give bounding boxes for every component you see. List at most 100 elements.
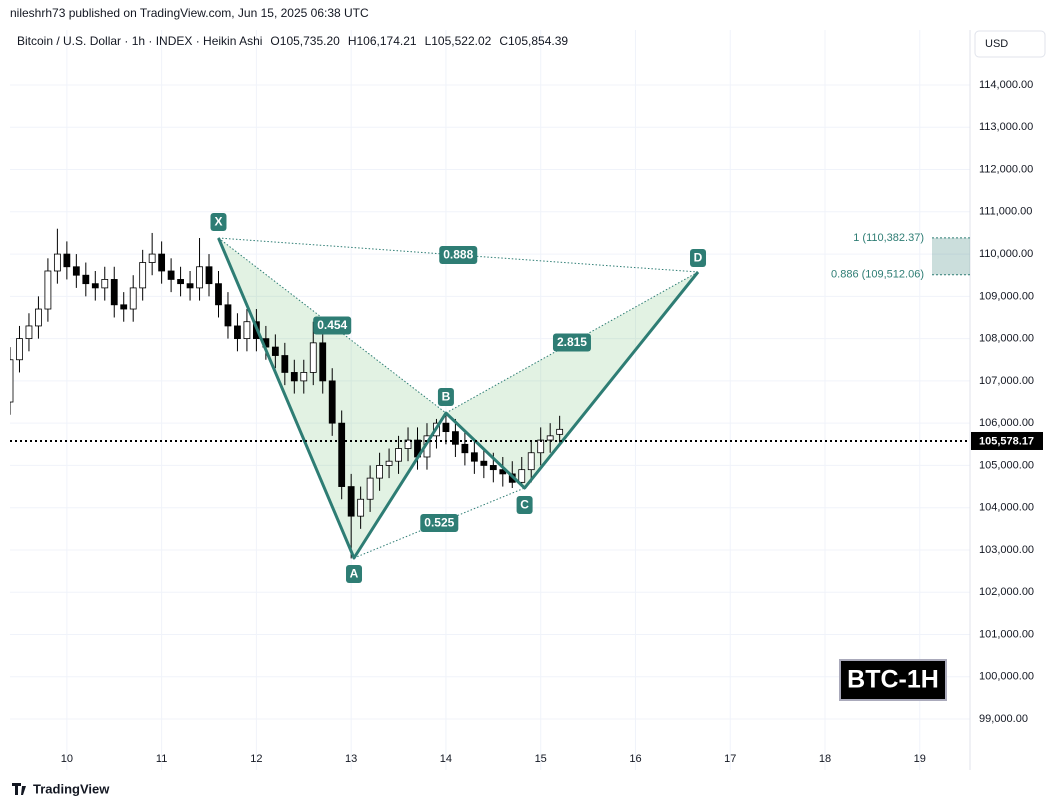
candle-body: [44, 270, 52, 310]
candle-body: [35, 308, 42, 327]
y-tick-label: 110,000.00: [979, 248, 1033, 260]
candle-body: [196, 266, 203, 289]
x-tick-label: 15: [535, 753, 547, 765]
x-tick-label: 16: [629, 753, 641, 765]
candle-body: [177, 279, 184, 285]
ratio-label-box: [439, 246, 478, 265]
candle-body: [101, 279, 109, 289]
point-label-box: [516, 496, 533, 515]
candle-body: [518, 469, 526, 483]
ohlc-key: C: [499, 34, 508, 48]
candle-body: [461, 443, 469, 454]
ratio-label-box: [420, 514, 459, 533]
point-label: D: [694, 251, 703, 265]
candle-body: [205, 266, 213, 285]
candle-body: [110, 279, 118, 306]
candle-body: [16, 338, 23, 361]
candle-body: [120, 304, 128, 310]
candle-body: [319, 342, 327, 382]
candle-body: [480, 460, 488, 466]
candle-body: [91, 283, 99, 289]
ohlc-legend: O 105,735.20 H 106,174.21 L 105,522.02 C 105,85…: [270, 34, 568, 48]
y-tick-label: 104,000.00: [979, 502, 1034, 514]
candle-body: [328, 380, 336, 424]
point-label-box: [346, 565, 363, 584]
candle-body: [489, 465, 497, 471]
published: nileshrh73 published on TradingView.com,…: [10, 6, 369, 20]
pattern-fill: [445, 272, 699, 489]
candle-body: [158, 253, 166, 272]
ratio-label-box: [313, 316, 352, 335]
candle-body: [357, 498, 365, 517]
candle-body: [442, 422, 450, 433]
ratio-label: 0.525: [424, 516, 454, 530]
y-tick-label: 99,000.00: [979, 713, 1028, 725]
candle-body: [452, 431, 459, 445]
candle-body: [139, 262, 147, 289]
candle-body: [300, 372, 308, 382]
candle-body: [215, 283, 222, 306]
y-tick-label: 114,000.00: [979, 79, 1033, 91]
candle-body: [82, 274, 90, 285]
point-label: B: [442, 390, 451, 404]
candle-body: [366, 477, 374, 500]
instrument: Bitcoin / U.S. Dollar · 1h · INDEX · Hei…: [17, 34, 262, 48]
pattern-legs: [217, 237, 700, 560]
candle-body: [338, 422, 346, 487]
y-tick-label: 107,000.00: [979, 375, 1034, 387]
x-tick-label: 12: [250, 753, 262, 765]
ratio-label: 2.815: [557, 335, 587, 349]
y-tick-label: 100,000.00: [979, 671, 1034, 683]
y-tick-label: 106,000.00: [979, 417, 1034, 429]
y-tick-label: 102,000.00: [979, 586, 1034, 598]
last-price-box: [971, 431, 1043, 450]
candle-body: [72, 266, 80, 276]
ratio-label-box: [552, 333, 591, 352]
ohlc-key: L: [425, 34, 432, 48]
y-tick-label: 101,000.00: [979, 628, 1034, 640]
candle-body: [527, 452, 535, 471]
candle-body: [224, 304, 232, 327]
candle-body: [234, 325, 241, 340]
candle-body: [271, 346, 279, 356]
x-tick-label: 17: [724, 753, 736, 765]
point-label: A: [350, 567, 359, 581]
candle-body: [243, 321, 251, 340]
x-tick-label: 11: [156, 753, 167, 765]
ohlc-key: O: [270, 34, 279, 48]
candle-body: [129, 287, 137, 310]
brand-logo: [12, 783, 26, 795]
ratio-line: [218, 237, 447, 414]
currency[interactable]: USD: [985, 38, 1008, 50]
candle-body: [546, 435, 554, 441]
candle-body: [10, 359, 14, 403]
candle-body: [25, 325, 33, 340]
candle-body: [148, 253, 156, 263]
x-tick-label: 13: [345, 753, 357, 765]
candle-body: [470, 452, 478, 462]
point-label: C: [520, 498, 529, 512]
candle-body: [309, 342, 317, 373]
point-label-box: [437, 388, 454, 407]
target-label: 1 (110,382.37): [853, 232, 924, 244]
y-tick-label: 109,000.00: [979, 290, 1034, 302]
target-label: 0.886 (109,512.06): [831, 269, 924, 281]
candle-body: [53, 253, 61, 272]
badge: BTC-1H: [847, 666, 939, 694]
x-tick-label: 18: [819, 753, 831, 765]
ohlc-value: 105,854.39: [508, 34, 568, 48]
candle-body: [404, 439, 412, 449]
last-price-label: 105,578.17: [979, 435, 1034, 447]
currency-button[interactable]: [974, 30, 1046, 58]
candle-body: [347, 486, 355, 517]
y-tick-label: 112,000.00: [979, 163, 1033, 175]
plot-area: [10, 228, 700, 560]
candle-body: [281, 355, 289, 373]
ohlc-key: H: [348, 34, 357, 48]
brand: TradingView: [33, 781, 110, 796]
y-tick-label: 105,000.00: [979, 459, 1034, 471]
axes: 99,000.00 100,000.00 101,000.00 102,000.00 1…: [61, 79, 1034, 765]
point-label-box: [210, 213, 227, 232]
candle-body: [385, 460, 393, 466]
